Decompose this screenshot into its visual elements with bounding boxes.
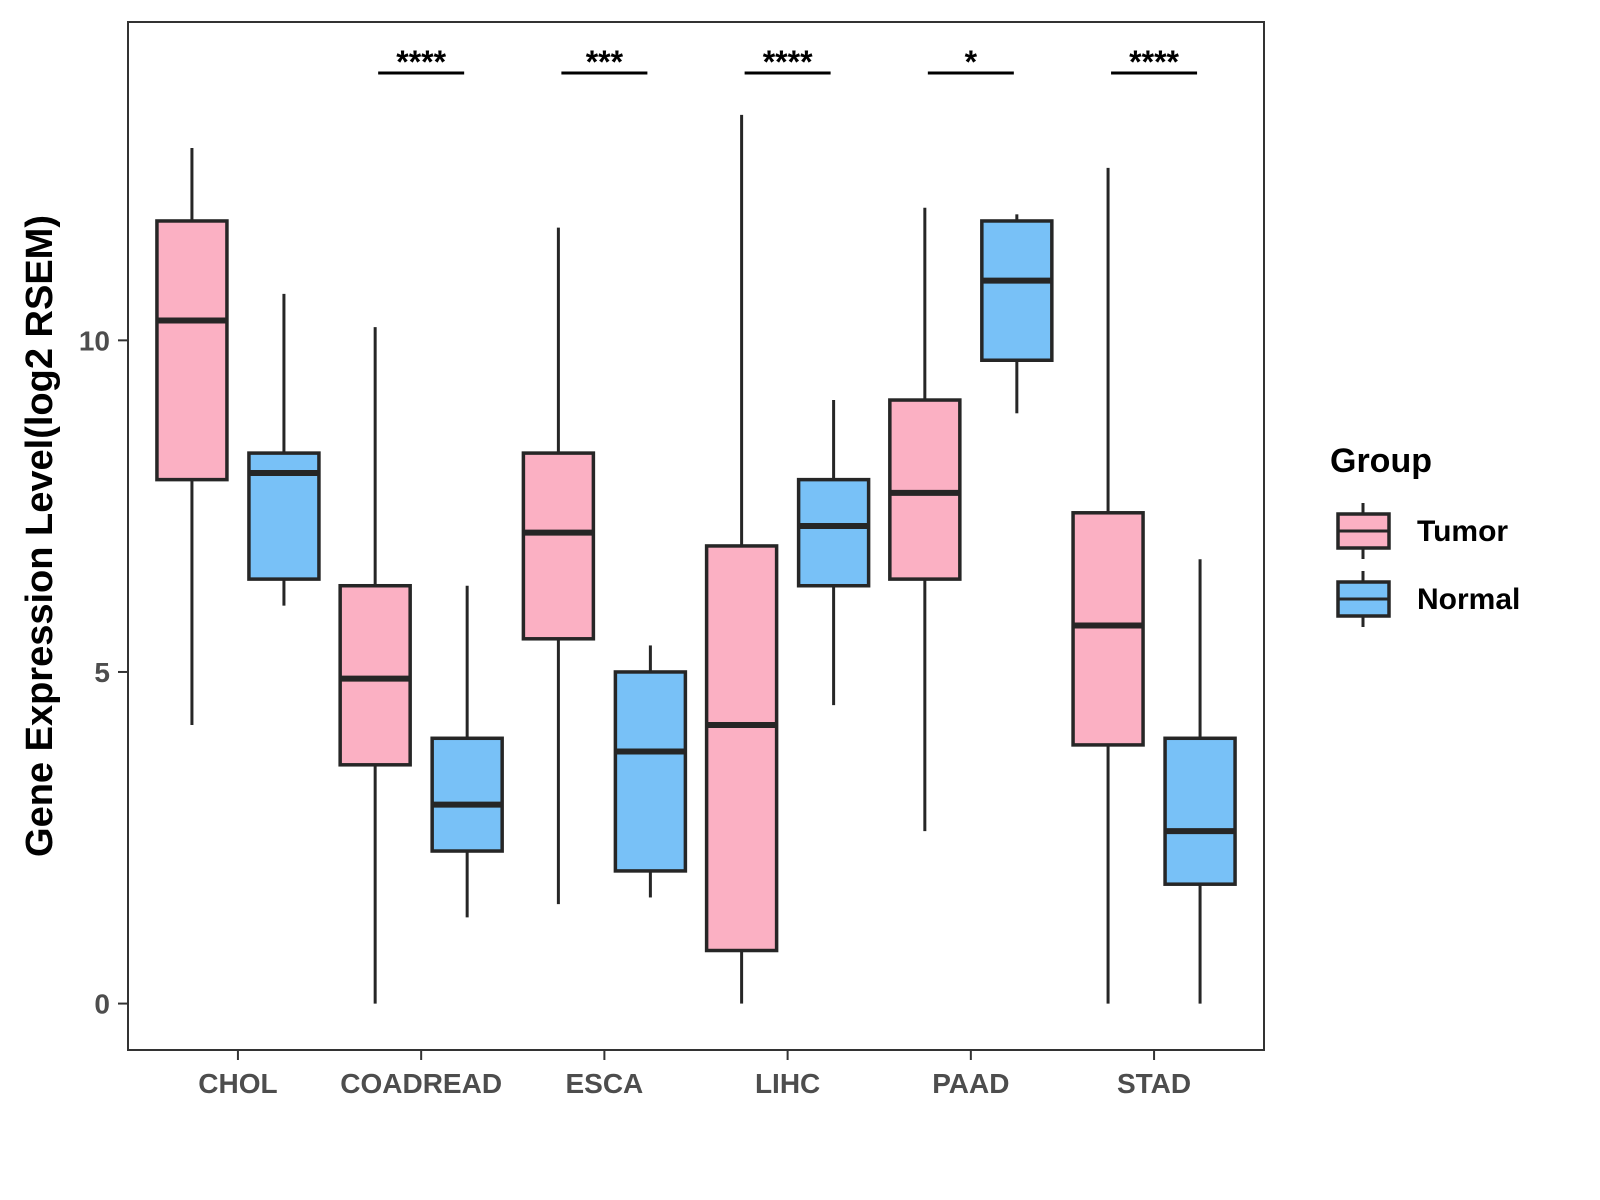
box-iqr xyxy=(704,544,779,953)
box-tumor-stad xyxy=(1071,167,1145,1004)
box-tumor-coadread xyxy=(338,327,412,1004)
box-iqr xyxy=(1071,511,1145,747)
box-tumor-paad xyxy=(888,207,962,832)
box-normal-esca xyxy=(613,645,688,898)
box-normal-coadread xyxy=(430,585,504,918)
box-iqr xyxy=(338,583,412,767)
box-iqr xyxy=(430,736,504,853)
legend-entries: Tumor Normal xyxy=(1336,503,1520,627)
significance-lihc: **** xyxy=(744,44,831,80)
y-tick-label: 0 xyxy=(94,989,110,1020)
x-tick-label: PAAD xyxy=(932,1068,1009,1099)
x-tick-label: COADREAD xyxy=(340,1068,502,1099)
y-tick-label: 10 xyxy=(79,325,110,356)
significance-label: **** xyxy=(396,44,446,80)
legend-entry-tumor: Tumor xyxy=(1336,503,1508,559)
box-iqr xyxy=(155,219,229,482)
box-iqr xyxy=(1163,736,1237,886)
box-iqr xyxy=(521,451,596,641)
x-tick-label: ESCA xyxy=(565,1068,643,1099)
box-iqr xyxy=(980,219,1054,362)
significance-layer: **** *** **** * **** xyxy=(378,44,1198,80)
y-tick-label: 5 xyxy=(94,657,110,688)
x-tick-label: LIHC xyxy=(755,1068,820,1099)
x-tick-label: CHOL xyxy=(198,1068,277,1099)
box-tumor-lihc xyxy=(704,114,779,1004)
box-tumor-chol xyxy=(155,148,229,726)
box-iqr xyxy=(613,670,688,873)
significance-coadread: **** xyxy=(378,44,465,80)
legend-label: Tumor xyxy=(1417,515,1508,548)
y-axis: 0 5 10 xyxy=(79,325,128,1020)
significance-label: **** xyxy=(763,44,813,80)
box-iqr xyxy=(888,398,962,581)
significance-label: *** xyxy=(586,44,624,80)
significance-paad: * xyxy=(927,44,1014,80)
boxes-layer xyxy=(155,114,1237,1004)
legend: Group Tumor Normal xyxy=(1330,442,1520,627)
box-tumor-esca xyxy=(521,227,596,905)
box-iqr xyxy=(796,477,871,588)
x-axis: CHOL COADREAD ESCA LIHC PAAD STAD xyxy=(198,1050,1191,1099)
box-normal-chol xyxy=(247,293,321,606)
box-normal-stad xyxy=(1163,559,1237,1004)
significance-label: * xyxy=(965,44,978,80)
significance-label: **** xyxy=(1129,44,1179,80)
legend-entry-normal: Normal xyxy=(1336,571,1520,627)
legend-title: Group xyxy=(1330,442,1432,480)
y-axis-title: Gene Expression Level(log2 RSEM) xyxy=(19,215,61,857)
legend-label: Normal xyxy=(1417,583,1520,616)
significance-esca: *** xyxy=(561,44,648,80)
x-tick-label: STAD xyxy=(1117,1068,1191,1099)
box-normal-lihc xyxy=(796,400,871,706)
box-normal-paad xyxy=(980,214,1054,414)
significance-stad: **** xyxy=(1111,44,1198,80)
